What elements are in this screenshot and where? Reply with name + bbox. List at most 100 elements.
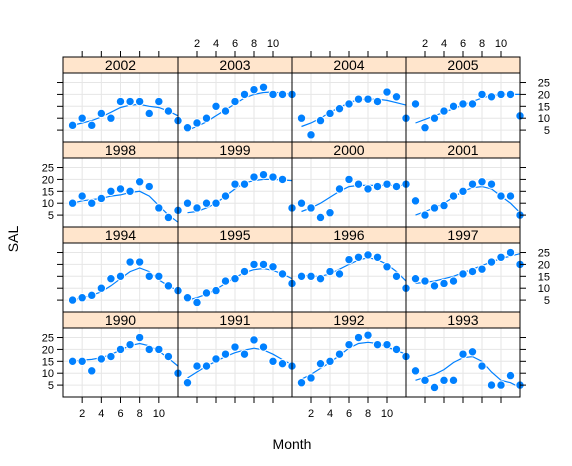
point-2000-6 (344, 174, 354, 185)
point-2003-8 (249, 84, 259, 95)
point-1997-6 (458, 269, 468, 279)
strip-label-1994: 1994 (105, 227, 136, 243)
point-2002-7 (125, 96, 135, 107)
point-2001-5 (448, 191, 459, 201)
point-1994-8 (134, 257, 145, 267)
point-1998-3 (87, 198, 97, 208)
point-1996-11 (391, 271, 402, 282)
xtick-label-bottom-0-10: 10 (153, 408, 165, 420)
point-2003-11 (277, 89, 288, 100)
point-2003-4 (211, 101, 221, 112)
point-1997-9 (486, 257, 497, 267)
point-1994-4 (96, 283, 107, 293)
point-1993-5 (448, 375, 459, 386)
point-2002-4 (96, 108, 107, 119)
point-2004-5 (334, 103, 345, 114)
point-2004-9 (372, 96, 383, 107)
xtick-label-bottom-2-4: 4 (327, 408, 333, 420)
ytick-label-right-0-10: 10 (538, 113, 550, 125)
point-1996-8 (363, 250, 373, 260)
strip-label-1990: 1990 (105, 312, 136, 328)
strip-label-1991: 1991 (219, 312, 250, 328)
strip-label-2001: 2001 (447, 142, 478, 158)
ytick-label-right-0-5: 5 (544, 125, 550, 137)
strip-label-1997: 1997 (447, 227, 478, 243)
point-1994-7 (125, 257, 135, 267)
point-1992-1 (296, 378, 307, 388)
point-1997-11 (505, 247, 516, 258)
point-2001-6 (458, 186, 468, 197)
point-1991-8 (249, 335, 259, 345)
point-1996-4 (325, 266, 335, 277)
point-2001-11 (505, 191, 516, 201)
point-1999-5 (220, 191, 231, 201)
point-1993-10 (496, 380, 506, 390)
point-1999-6 (230, 179, 240, 189)
point-1994-11 (163, 281, 174, 291)
xtick-label-bottom-2-8: 8 (365, 408, 371, 420)
point-2005-3 (429, 113, 440, 123)
point-2004-6 (344, 99, 354, 109)
point-1990-5 (106, 351, 116, 362)
point-1991-6 (230, 342, 240, 352)
point-1995-3 (201, 288, 212, 298)
ytick-label-right-2-25: 25 (538, 248, 550, 260)
point-2004-8 (363, 94, 373, 104)
point-1999-11 (277, 174, 288, 185)
strip-label-2003: 2003 (219, 57, 250, 73)
point-1994-6 (115, 271, 126, 282)
ytick-label-right-2-5: 5 (544, 295, 550, 307)
ytick-label-right-2-15: 15 (538, 271, 550, 283)
point-1992-7 (353, 332, 364, 343)
point-1990-4 (96, 354, 107, 364)
point-1990-1 (67, 356, 78, 367)
point-1997-2 (420, 276, 430, 286)
point-1990-7 (125, 339, 135, 350)
point-1993-4 (439, 375, 449, 386)
point-1998-2 (77, 191, 87, 201)
point-1995-1 (182, 293, 193, 303)
point-2002-8 (134, 96, 145, 107)
axis-layer: 2 4 6 8 10 2 4 6 8 102 4 6 8 10 2 4 6 8 105101520255101520… (42, 38, 550, 420)
point-2000-9 (372, 181, 383, 192)
strip-label-1999: 1999 (219, 142, 250, 158)
point-2002-6 (115, 96, 126, 107)
point-1993-2 (420, 375, 430, 386)
point-1998-10 (154, 203, 164, 213)
point-1999-7 (239, 179, 250, 189)
point-2004-7 (353, 94, 364, 104)
point-1992-3 (315, 358, 326, 369)
point-1996-2 (306, 271, 316, 282)
strip-label-2005: 2005 (447, 57, 478, 73)
point-1995-4 (211, 285, 221, 296)
point-1992-2 (306, 373, 316, 383)
xtick-label-top-3-6: 6 (460, 38, 466, 50)
xtick-label-top-3-4: 4 (441, 38, 447, 50)
point-1999-2 (192, 203, 202, 213)
point-1991-4 (211, 354, 221, 364)
point-1991-3 (201, 361, 212, 371)
point-1997-1 (410, 273, 421, 284)
ytick-label-left-1-15: 15 (42, 186, 54, 198)
xtick-label-top-3-2: 2 (422, 38, 428, 50)
point-1991-1 (182, 378, 193, 388)
ytick-label-left-1-25: 25 (42, 163, 54, 175)
point-1993-8 (477, 361, 487, 371)
point-2005-1 (410, 99, 421, 109)
point-1995-2 (192, 297, 202, 308)
point-1990-6 (115, 344, 126, 355)
point-2002-3 (87, 120, 97, 131)
point-2005-10 (496, 89, 506, 100)
point-1991-9 (258, 342, 269, 352)
xtick-label-bottom-0-6: 6 (117, 408, 123, 420)
point-1996-5 (334, 269, 345, 279)
point-1990-9 (144, 344, 154, 355)
point-1997-7 (467, 266, 478, 277)
point-1999-1 (182, 198, 193, 208)
point-1998-4 (96, 193, 107, 204)
ytick-label-right-0-15: 15 (538, 101, 550, 113)
point-2002-2 (77, 113, 87, 123)
point-1993-6 (458, 349, 468, 359)
xtick-label-bottom-0-8: 8 (137, 408, 143, 420)
